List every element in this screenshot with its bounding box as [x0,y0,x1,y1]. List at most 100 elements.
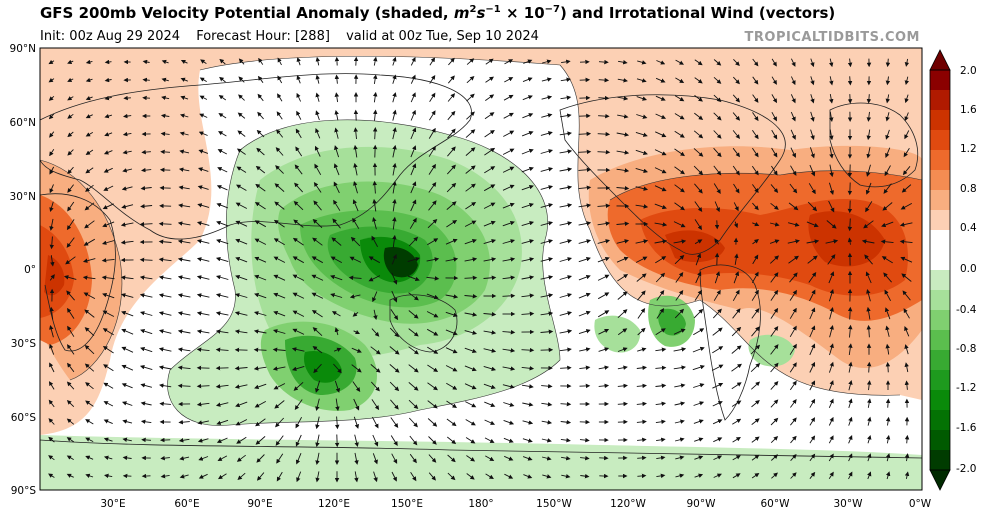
wind-vector [809,471,816,479]
wind-vector [49,218,54,231]
wind-vector [540,293,554,298]
lon-label: 30°W [834,498,864,510]
wind-vector [654,149,667,156]
wind-vector [179,149,190,154]
wind-vector [847,306,853,320]
wind-vector [769,255,780,264]
wind-vector [673,365,686,370]
colorbar-swatch [930,390,950,411]
wind-vector [141,437,152,443]
wind-vector [49,324,54,338]
wind-vector [885,94,891,104]
wind-vector [48,436,55,443]
wind-vector [714,201,720,213]
wind-vector [597,149,611,155]
wind-vector [712,327,723,336]
map-title: GFS 200mb Velocity Potential Anomaly (sh… [40,4,836,22]
wind-vector [236,436,247,444]
wind-vector [428,200,437,211]
wind-vector [483,348,497,353]
wind-vector [257,75,264,83]
wind-vector [49,236,55,250]
wind-vector [770,326,779,337]
longitude-labels: 30°E 60°E 90°E 120°E 150°E 180° 150°W 12… [100,498,931,510]
wind-vector [122,401,133,406]
wind-vector [598,113,610,119]
wind-vector [392,92,397,103]
lon-label: 180° [468,498,493,510]
wind-vector [483,330,497,335]
wind-vector [292,237,304,246]
wind-vector [48,473,55,478]
wind-vector [617,309,628,319]
wind-vector [559,293,573,298]
wind-vector [334,109,339,121]
wind-vector [848,324,853,338]
wind-vector [236,148,246,155]
wind-vector [559,149,573,154]
wind-vector [314,145,321,157]
wind-vector [291,365,305,371]
wind-vector [293,381,304,391]
wind-vector [809,380,816,391]
wind-vector [828,398,834,408]
wind-vector [636,114,648,119]
wind-vector [103,185,114,191]
wind-vector [521,148,534,155]
wind-vector [674,308,685,319]
wind-vector [292,292,305,299]
wind-vector [522,77,533,83]
wind-vector [160,113,170,119]
wind-vector [158,347,172,352]
wind-vector [484,112,495,120]
wind-vector [215,311,229,316]
wind-vector [617,291,628,300]
wind-vector [693,130,704,139]
wind-vector [540,149,554,154]
wind-vector [617,114,629,119]
wind-vector [446,182,457,193]
wind-vector [484,129,495,138]
wind-vector [410,109,416,121]
wind-vector [275,165,284,174]
wind-vector [503,437,514,443]
wind-vector [502,202,515,209]
wind-vector [561,456,571,461]
wind-vector [255,183,266,192]
wind-vector [674,202,685,211]
wind-vector [789,272,798,283]
wind-vector [523,59,533,64]
wind-vector [751,418,760,425]
wind-vector [373,309,378,320]
wind-vector [161,77,169,83]
wind-vector [410,472,417,482]
wind-vector [464,347,477,354]
wind-vector [219,58,226,65]
wind-vector [732,165,740,176]
wind-vector [483,312,497,317]
wind-vector [392,109,397,121]
wind-vector [904,434,910,444]
wind-vector [407,275,420,282]
wind-vector [410,74,416,84]
wind-vector [561,474,571,479]
wind-vector [410,127,417,140]
wind-vector [559,185,573,190]
wind-vector [312,327,323,337]
wind-vector [372,453,378,465]
wind-vector [771,58,777,67]
wind-vector [693,383,705,388]
wind-vector [810,58,815,68]
wind-vector [542,59,552,64]
wind-vector [48,455,55,461]
wind-vector [483,383,496,390]
wind-vector [502,366,516,371]
wind-vector [294,182,304,193]
wind-vector [502,166,515,173]
wind-vector [559,203,573,208]
wind-vector [883,272,892,283]
wind-vector [674,437,685,442]
wind-vector [274,400,285,409]
wind-vector [541,402,553,407]
wind-vector [445,329,458,336]
